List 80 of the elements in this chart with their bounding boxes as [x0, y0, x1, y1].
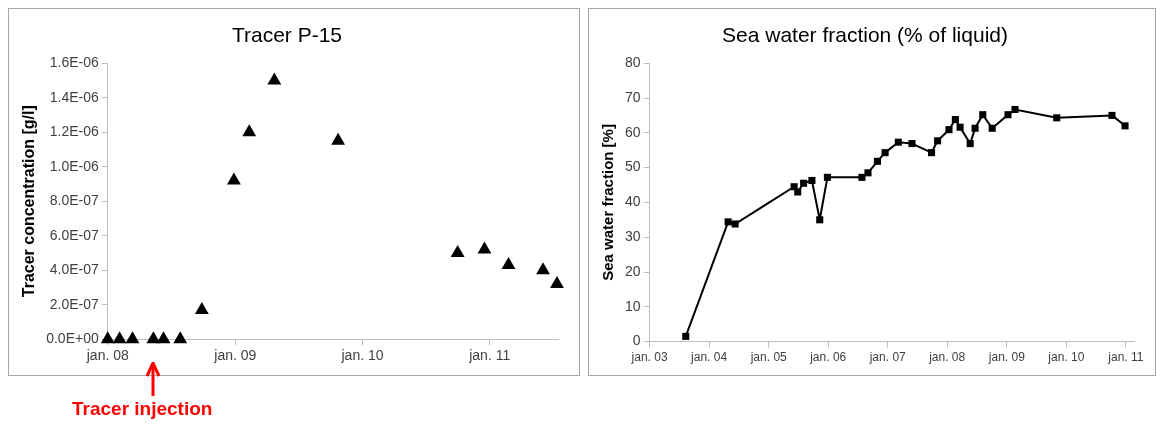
point — [794, 188, 802, 196]
x-tick-label: jan. 10 — [340, 347, 384, 364]
y-tick-label: 2.0E-07 — [49, 295, 99, 312]
point — [477, 241, 492, 254]
point — [1108, 111, 1116, 119]
point — [956, 123, 964, 131]
y-axis-title: Sea water fraction [%] — [599, 124, 617, 281]
point — [945, 126, 953, 134]
x-tick-label: jan. 08 — [85, 347, 129, 364]
point — [501, 257, 516, 270]
y-tick-label: 1.6E-06 — [49, 54, 99, 71]
point — [873, 157, 881, 165]
x-tick-label: jan. 10 — [1047, 350, 1085, 365]
y-tick-label: 0 — [632, 332, 641, 349]
x-tick-label: jan. 07 — [868, 350, 907, 365]
x-tick-label: jan. 08 — [928, 350, 966, 365]
y-tick-label: 6.0E-07 — [49, 226, 99, 243]
point — [908, 140, 916, 148]
point — [951, 116, 959, 124]
text: Tracer injection — [72, 398, 213, 420]
point — [226, 172, 241, 185]
point — [894, 138, 902, 146]
point — [100, 331, 115, 344]
y-tick-label: 70 — [624, 88, 641, 105]
y-axis-title: Tracer concentration [g/l] — [20, 105, 38, 298]
point — [112, 331, 127, 344]
point — [864, 169, 872, 177]
point — [242, 124, 257, 137]
point — [816, 216, 824, 224]
point — [173, 331, 188, 344]
y-tick-label: 80 — [624, 54, 641, 71]
point — [267, 72, 282, 85]
point — [858, 173, 866, 181]
point — [146, 331, 161, 344]
y-tick-label: 4.0E-07 — [49, 261, 99, 278]
point — [1121, 122, 1129, 130]
y-tick-label: 1.4E-06 — [49, 88, 99, 105]
x-tick-label: jan. 09 — [213, 347, 257, 364]
chart-title: Sea water fraction (% of liquid) — [722, 23, 1008, 47]
point — [979, 111, 987, 119]
point — [934, 137, 942, 145]
x-tick-label: jan. 05 — [749, 350, 788, 365]
y-tick-label: 1.0E-06 — [49, 157, 99, 174]
x-tick-label: jan. 11 — [1107, 350, 1144, 365]
point — [800, 179, 808, 187]
point — [156, 331, 171, 344]
chart-title: Tracer P-15 — [231, 23, 343, 47]
x-tick-label: jan. 11 — [468, 347, 511, 364]
y-tick-label: 1.2E-06 — [49, 123, 99, 140]
point — [823, 173, 831, 181]
point — [682, 332, 690, 340]
y-tick-label: 40 — [624, 193, 641, 210]
point — [550, 276, 564, 288]
point — [536, 262, 550, 275]
point — [966, 140, 974, 148]
point — [125, 331, 140, 344]
point — [1004, 111, 1012, 119]
x-tick-label: jan. 09 — [987, 350, 1026, 365]
y-tick-label: 20 — [624, 262, 641, 279]
point — [928, 149, 936, 157]
y-tick-label: 60 — [624, 123, 641, 140]
point — [731, 220, 739, 228]
y-tick-label: 0.0E+00 — [46, 330, 99, 347]
point — [331, 132, 346, 145]
point — [194, 301, 209, 314]
point — [450, 244, 465, 257]
point — [881, 149, 889, 157]
point — [724, 218, 732, 226]
y-tick-label: 10 — [624, 297, 641, 314]
x-tick-label: jan. 06 — [809, 350, 847, 365]
point — [1053, 114, 1061, 122]
y-tick-label: 8.0E-07 — [49, 192, 99, 209]
point — [1011, 105, 1019, 114]
point — [971, 124, 979, 132]
y-tick-label: 50 — [624, 158, 641, 175]
y-tick-label: 30 — [624, 228, 641, 245]
x-tick-label: jan. 03 — [630, 350, 668, 365]
x-tick-label: jan. 04 — [690, 350, 728, 365]
point — [808, 176, 816, 185]
point — [988, 124, 996, 132]
